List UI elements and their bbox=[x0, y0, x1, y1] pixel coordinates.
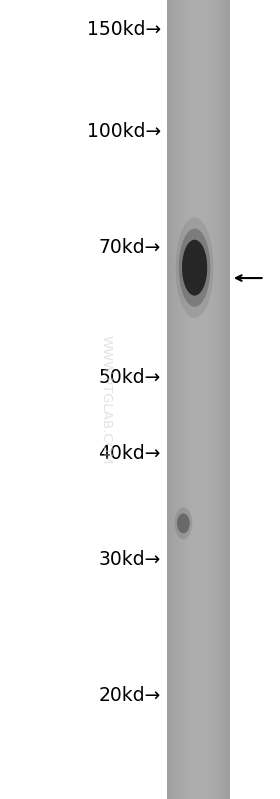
Bar bbox=[192, 0, 193, 799]
Bar bbox=[168, 0, 169, 799]
Ellipse shape bbox=[175, 507, 192, 539]
Bar bbox=[217, 0, 218, 799]
Bar bbox=[186, 0, 187, 799]
Bar bbox=[205, 0, 206, 799]
Bar bbox=[215, 0, 216, 799]
Bar bbox=[177, 0, 178, 799]
Ellipse shape bbox=[176, 217, 213, 318]
Bar bbox=[190, 0, 191, 799]
Bar bbox=[211, 0, 212, 799]
Ellipse shape bbox=[179, 229, 210, 307]
Bar bbox=[167, 0, 168, 799]
Bar bbox=[210, 0, 211, 799]
Ellipse shape bbox=[177, 514, 190, 534]
Bar bbox=[203, 0, 204, 799]
Bar bbox=[179, 0, 180, 799]
Bar bbox=[187, 0, 188, 799]
Bar bbox=[198, 0, 199, 799]
Bar bbox=[189, 0, 190, 799]
Text: 50kd→: 50kd→ bbox=[99, 368, 161, 387]
Bar bbox=[218, 0, 219, 799]
Bar bbox=[202, 0, 203, 799]
Bar bbox=[208, 0, 209, 799]
Bar bbox=[214, 0, 215, 799]
Bar bbox=[182, 0, 183, 799]
Bar bbox=[197, 0, 198, 799]
Bar bbox=[185, 0, 186, 799]
Bar bbox=[204, 0, 205, 799]
Bar bbox=[221, 0, 222, 799]
Text: 40kd→: 40kd→ bbox=[99, 444, 161, 463]
Bar bbox=[213, 0, 214, 799]
Bar bbox=[227, 0, 228, 799]
Bar bbox=[181, 0, 182, 799]
Bar bbox=[226, 0, 227, 799]
Bar bbox=[222, 0, 223, 799]
Bar bbox=[196, 0, 197, 799]
Bar bbox=[176, 0, 177, 799]
Bar bbox=[220, 0, 221, 799]
Bar bbox=[219, 0, 220, 799]
Bar bbox=[199, 0, 200, 799]
Bar bbox=[191, 0, 192, 799]
Bar bbox=[228, 0, 229, 799]
Bar bbox=[212, 0, 213, 799]
Text: WWW.PTGLAB.COM: WWW.PTGLAB.COM bbox=[100, 335, 113, 464]
Bar bbox=[183, 0, 184, 799]
Text: 20kd→: 20kd→ bbox=[99, 686, 161, 705]
Text: 150kd→: 150kd→ bbox=[87, 20, 161, 39]
Bar bbox=[229, 0, 230, 799]
Bar bbox=[178, 0, 179, 799]
Bar bbox=[170, 0, 171, 799]
Bar bbox=[207, 0, 208, 799]
Bar bbox=[171, 0, 172, 799]
Text: 30kd→: 30kd→ bbox=[99, 550, 161, 569]
Bar bbox=[174, 0, 175, 799]
Bar bbox=[193, 0, 194, 799]
Bar bbox=[223, 0, 224, 799]
Bar bbox=[180, 0, 181, 799]
Bar bbox=[184, 0, 185, 799]
Bar bbox=[188, 0, 189, 799]
Ellipse shape bbox=[182, 240, 207, 296]
Text: 100kd→: 100kd→ bbox=[87, 122, 161, 141]
Bar bbox=[169, 0, 170, 799]
Bar bbox=[172, 0, 173, 799]
Bar bbox=[195, 0, 196, 799]
Bar bbox=[209, 0, 210, 799]
Bar bbox=[175, 0, 176, 799]
Bar bbox=[206, 0, 207, 799]
Bar bbox=[225, 0, 226, 799]
Bar bbox=[200, 0, 201, 799]
Bar bbox=[173, 0, 174, 799]
Bar bbox=[224, 0, 225, 799]
Bar bbox=[194, 0, 195, 799]
Bar bbox=[216, 0, 217, 799]
Bar bbox=[201, 0, 202, 799]
Text: 70kd→: 70kd→ bbox=[99, 238, 161, 257]
